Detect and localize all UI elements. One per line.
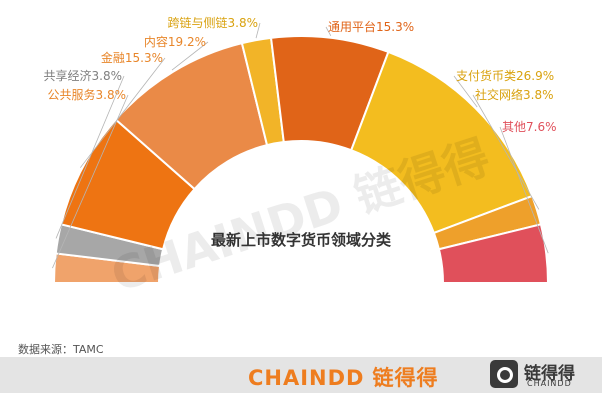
leader-line-5 bbox=[255, 22, 261, 39]
slice-label-7: 支付货币类26.9% bbox=[456, 68, 554, 83]
center-label: 最新上市数字货币领域分类 bbox=[211, 231, 392, 249]
slice-label-8: 社交网络3.8% bbox=[475, 87, 554, 102]
slice-label-4: 内容19.2% bbox=[144, 34, 206, 49]
logo-en-text: CHAINDD bbox=[527, 379, 572, 388]
chart-area: CHAINDD 链得得 公共服务3.8%共享经济3.8%金融15.3%内容19.… bbox=[44, 15, 557, 302]
source-note: 数据来源：TAMC bbox=[18, 343, 104, 356]
slice-label-9: 其他7.6% bbox=[502, 120, 557, 134]
slice-labels: 公共服务3.8% 共享经济3.8% 金融15.3%内容19.2% 跨链与侧链3.8% 通… bbox=[44, 15, 557, 134]
leader-line-1 bbox=[52, 94, 129, 269]
leader-line-9 bbox=[499, 126, 549, 254]
leader-line-4 bbox=[171, 41, 209, 71]
slice-label-1: 公共服务3.8% bbox=[48, 87, 127, 102]
footer-brand: CHAINDD 链得得 bbox=[248, 362, 439, 392]
logo-cn-text: 链得得 bbox=[524, 364, 575, 384]
pie-slice-9 bbox=[437, 223, 550, 284]
footer-brand-en: CHAINDD bbox=[248, 366, 365, 390]
chaindd-logo-icon bbox=[490, 360, 518, 388]
leader-line-8 bbox=[472, 94, 540, 210]
slice-label-5: 跨链与侧链3.8% bbox=[168, 15, 259, 30]
footer-brand-cn: 链得得 bbox=[372, 366, 439, 390]
leader-line-6 bbox=[325, 26, 332, 36]
footer-bar: CHAINDD 链得得 链得得 CHAINDD bbox=[0, 357, 602, 393]
slice-label-2: 共享经济3.8% bbox=[44, 68, 123, 83]
leader-line-3 bbox=[79, 57, 166, 168]
leader-lines bbox=[52, 22, 549, 269]
leader-line-7 bbox=[453, 75, 478, 108]
slice-label-6: 通用平台15.3% bbox=[328, 19, 414, 34]
slice-label-3: 金融15.3% bbox=[101, 50, 163, 65]
leader-line-2 bbox=[55, 75, 125, 239]
pie-slices bbox=[52, 35, 550, 284]
